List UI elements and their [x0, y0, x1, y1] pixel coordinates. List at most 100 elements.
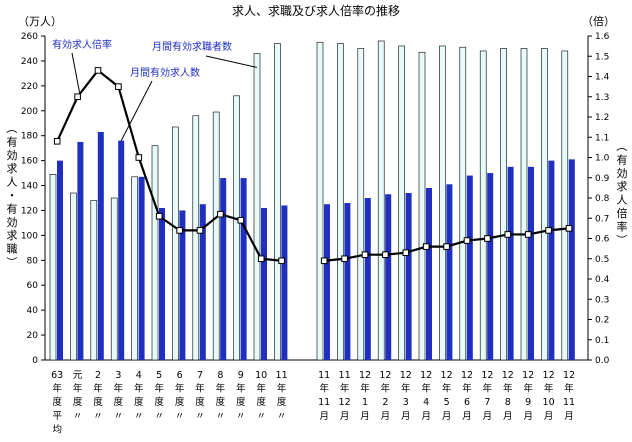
x-category-label: 月	[319, 411, 329, 422]
axis-label-char: （	[615, 141, 628, 152]
x-category-label: 度	[134, 396, 144, 408]
axis-label-char: 人	[7, 176, 18, 189]
right-tick-label: 1.5	[595, 52, 609, 62]
axis-label-char: 求	[7, 162, 18, 175]
x-category-label: 9	[525, 397, 531, 408]
seekers-bar	[90, 200, 98, 361]
right-tick-label: 0.3	[595, 295, 609, 305]
x-category-label: 12	[502, 370, 514, 381]
right-tick-label: 1.3	[595, 93, 609, 103]
x-category-label: 12	[522, 370, 534, 381]
ratio-point	[422, 243, 430, 250]
x-category-label: 月	[360, 411, 370, 422]
x-category-label: 度	[195, 396, 205, 408]
ratio-point	[257, 255, 265, 263]
x-category-label: 10	[255, 370, 267, 381]
left-tick-label: 240	[21, 57, 38, 67]
seekers-bar	[500, 48, 507, 361]
seekers-bar	[398, 45, 405, 361]
ratio-point	[53, 138, 61, 145]
axis-label-char: ・	[7, 189, 18, 202]
x-category-label: 度	[73, 396, 83, 408]
x-category-label: 12	[441, 370, 453, 381]
ratio-point	[196, 227, 204, 234]
x-category-label: 7	[484, 397, 490, 408]
chart-title: 求人、求職及び求人倍率の推移	[232, 3, 400, 18]
ratio-point	[524, 231, 532, 238]
ratio-point	[155, 212, 163, 220]
right-tick-label: 0.0	[595, 356, 610, 366]
openings-bar	[220, 178, 227, 360]
openings-bar	[138, 176, 145, 360]
x-category-label: 年	[134, 383, 144, 395]
openings-bar	[568, 159, 575, 360]
x-category-label: 月	[381, 411, 391, 422]
x-category-label: 度	[154, 396, 164, 408]
x-category-label: 月	[483, 411, 493, 422]
x-category-label: 年	[483, 383, 493, 395]
ratio-point	[402, 249, 410, 256]
seekers-bar	[337, 43, 344, 361]
x-category-label: 3	[403, 397, 409, 408]
ratio-point	[443, 243, 450, 250]
ratio-point	[484, 235, 491, 242]
axis-label-char: 求	[617, 180, 628, 193]
right-tick-label: 1.0	[595, 154, 610, 164]
axis-label-char: 効	[7, 148, 18, 162]
openings-bar	[240, 178, 247, 360]
seekers-annotation-leader	[205, 55, 258, 68]
ratio-point	[176, 227, 183, 234]
x-category-label: 度	[114, 396, 124, 408]
x-axis-labels: 63年度平均元年度〃2年度〃3年度〃4年度〃5年度〃6年度〃7年度〃8年度〃9年…	[51, 370, 575, 435]
axis-label-char: 有	[7, 134, 18, 148]
x-category-label: 均	[52, 423, 62, 435]
openings-bar	[199, 204, 206, 360]
axis-label-char: 人	[617, 194, 628, 207]
seekers-bar	[377, 40, 385, 361]
left-tick-label: 0	[32, 356, 38, 366]
right-tick-label: 0.1	[595, 336, 609, 346]
x-category-label: 月	[544, 411, 554, 422]
x-category-label: 年	[93, 383, 103, 395]
x-category-label: 〃	[114, 411, 124, 422]
ratio-point	[382, 251, 389, 258]
x-category-label: 年	[462, 383, 472, 395]
x-category-label: 11	[563, 397, 575, 408]
ratio-line	[56, 68, 282, 262]
openings-bar	[77, 141, 84, 360]
x-category-label: 10	[543, 397, 555, 408]
x-category-label: 度	[277, 396, 287, 408]
axis-label-char: 倍	[617, 206, 628, 220]
right-tick-label: 0.8	[595, 194, 610, 204]
left-tick-label: 40	[27, 306, 39, 316]
seekers-bar	[49, 174, 57, 361]
openings-bar	[159, 207, 165, 360]
ratio-annotation-leader	[71, 52, 81, 93]
x-category-label: 年	[319, 383, 329, 395]
x-category-label: 平	[52, 411, 62, 422]
x-category-label: 2	[382, 397, 388, 408]
x-category-label: 月	[401, 411, 411, 422]
x-category-label: 年	[544, 383, 554, 395]
x-category-label: 月	[442, 411, 452, 422]
x-category-label: 12	[339, 397, 351, 408]
seekers-bar	[233, 95, 240, 361]
x-category-label: 5	[444, 397, 450, 408]
right-tick-label: 0.5	[595, 255, 609, 265]
seekers-bar	[110, 197, 118, 361]
openings-bar	[281, 205, 288, 360]
x-category-label: 12	[461, 370, 473, 381]
left-axis-label: （有効求人・有効求職）	[5, 123, 18, 268]
openings-bar	[466, 175, 473, 360]
axis-label-char: 効	[7, 215, 18, 229]
left-tick-label: 80	[27, 256, 39, 266]
x-category-label: 月	[523, 411, 533, 422]
x-category-label: 12	[420, 370, 432, 381]
x-category-label: 4	[423, 397, 429, 408]
seekers-bar	[541, 48, 548, 361]
left-tick-label: 140	[21, 182, 38, 192]
seekers-bar	[192, 115, 200, 361]
